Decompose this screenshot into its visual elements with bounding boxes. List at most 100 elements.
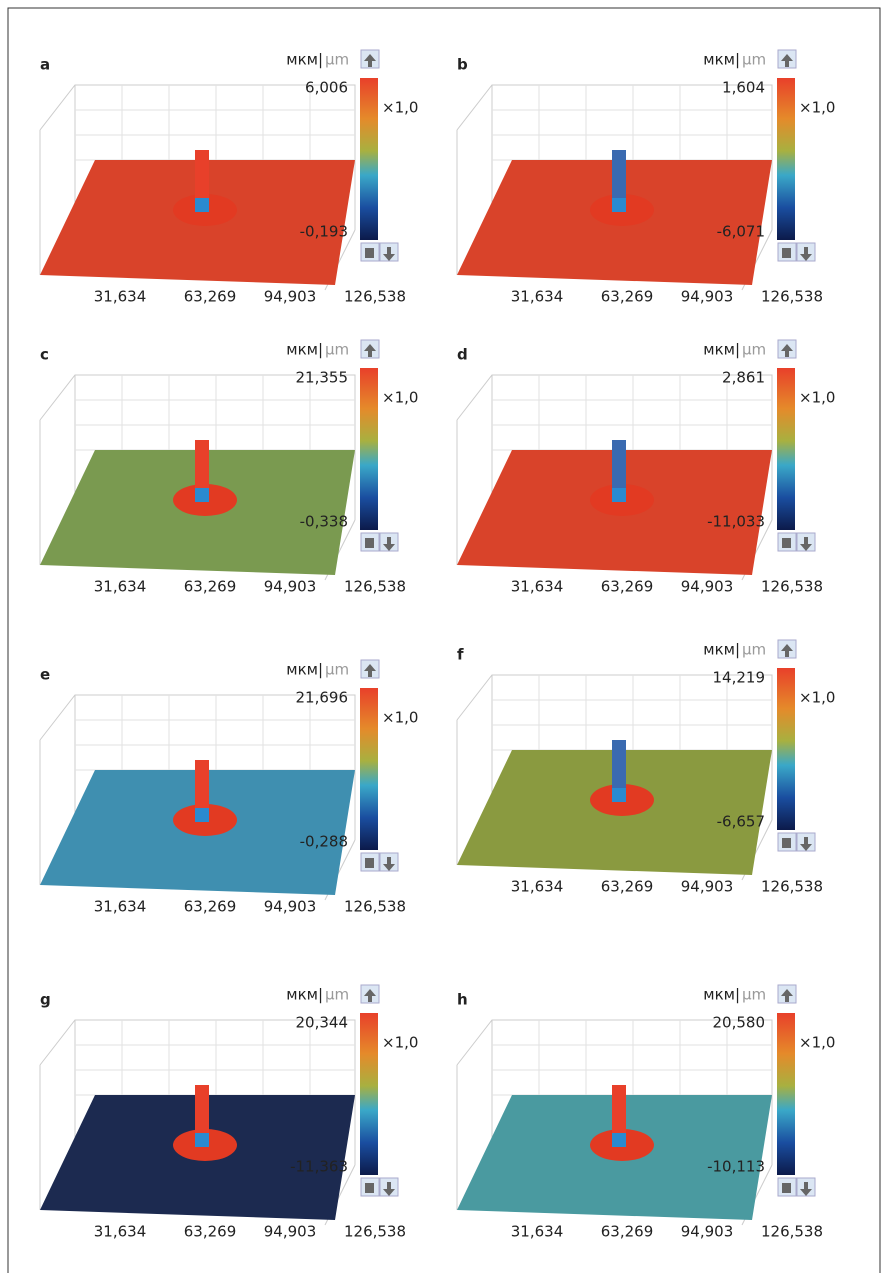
x-tick-label: 94,903 bbox=[681, 878, 734, 896]
unit-en: µm bbox=[325, 986, 349, 1004]
peak-base bbox=[612, 1133, 626, 1147]
max-value: 20,580 bbox=[713, 1014, 766, 1032]
panel-label: b bbox=[457, 56, 468, 74]
scale: ×1,0 bbox=[799, 689, 835, 707]
scale: ×1,0 bbox=[799, 389, 835, 407]
panel-label: d bbox=[457, 346, 468, 364]
peak-base bbox=[195, 1133, 209, 1147]
x-tick-label: 126,538 bbox=[761, 878, 823, 896]
peak-base bbox=[612, 198, 626, 212]
panel-label: f bbox=[457, 646, 464, 664]
min-value: -0,338 bbox=[300, 513, 348, 531]
color-bar bbox=[777, 668, 795, 830]
x-tick-label: 31,634 bbox=[94, 578, 147, 596]
unit-en: µm bbox=[742, 51, 766, 69]
color-bar bbox=[360, 78, 378, 240]
unit-ru: мкм| bbox=[703, 641, 740, 659]
max-value: 21,355 bbox=[296, 369, 349, 387]
page: {"panels": [ {"label": "a", "unit_ru": "… bbox=[0, 0, 889, 1273]
figure: aмкм|µm6,006-0,193×1,031,63463,26994,903… bbox=[0, 0, 889, 1273]
x-tick-label: 31,634 bbox=[511, 878, 564, 896]
min-value: -10,113 bbox=[707, 1158, 765, 1176]
x-tick-label: 63,269 bbox=[184, 898, 237, 916]
unit-en: µm bbox=[742, 341, 766, 359]
unit-en: µm bbox=[325, 341, 349, 359]
unit-ru: мкм| bbox=[286, 986, 323, 1004]
color-bar bbox=[777, 78, 795, 240]
max-value: 21,696 bbox=[296, 689, 349, 707]
scale: ×1,0 bbox=[382, 389, 418, 407]
unit-en: µm bbox=[742, 641, 766, 659]
icon bbox=[365, 248, 374, 258]
icon bbox=[365, 538, 374, 548]
unit-en: µm bbox=[325, 661, 349, 679]
x-tick-label: 63,269 bbox=[184, 288, 237, 306]
x-tick-label: 31,634 bbox=[511, 578, 564, 596]
unit-ru: мкм| bbox=[286, 51, 323, 69]
x-tick-label: 31,634 bbox=[511, 1223, 564, 1241]
panel-label: e bbox=[40, 666, 50, 684]
max-value: 14,219 bbox=[713, 669, 766, 687]
unit-en: µm bbox=[325, 51, 349, 69]
scale: ×1,0 bbox=[799, 1034, 835, 1052]
panel-label: h bbox=[457, 991, 468, 1009]
x-tick-label: 94,903 bbox=[264, 288, 317, 306]
color-bar bbox=[777, 1013, 795, 1175]
x-tick-label: 94,903 bbox=[681, 288, 734, 306]
icon bbox=[782, 538, 791, 548]
x-tick-label: 63,269 bbox=[601, 878, 654, 896]
x-tick-label: 63,269 bbox=[601, 1223, 654, 1241]
peak-base bbox=[612, 488, 626, 502]
min-value: -11,363 bbox=[290, 1158, 348, 1176]
x-tick-label: 94,903 bbox=[681, 1223, 734, 1241]
x-tick-label: 63,269 bbox=[184, 1223, 237, 1241]
x-tick-label: 126,538 bbox=[344, 898, 406, 916]
max-value: 2,861 bbox=[722, 369, 765, 387]
x-tick-label: 94,903 bbox=[264, 578, 317, 596]
x-tick-label: 94,903 bbox=[681, 578, 734, 596]
scale: ×1,0 bbox=[382, 1034, 418, 1052]
x-tick-label: 126,538 bbox=[344, 578, 406, 596]
peak-base bbox=[195, 488, 209, 502]
color-bar bbox=[360, 1013, 378, 1175]
min-value: -11,033 bbox=[707, 513, 765, 531]
min-value: -0,193 bbox=[300, 223, 348, 241]
color-bar bbox=[777, 368, 795, 530]
unit-ru: мкм| bbox=[703, 986, 740, 1004]
icon bbox=[782, 1183, 791, 1193]
x-tick-label: 31,634 bbox=[511, 288, 564, 306]
unit-ru: мкм| bbox=[703, 341, 740, 359]
x-tick-label: 126,538 bbox=[344, 288, 406, 306]
icon bbox=[365, 858, 374, 868]
unit-ru: мкм| bbox=[703, 51, 740, 69]
x-tick-label: 126,538 bbox=[761, 1223, 823, 1241]
color-bar bbox=[360, 688, 378, 850]
x-tick-label: 63,269 bbox=[601, 578, 654, 596]
x-tick-label: 126,538 bbox=[761, 288, 823, 306]
unit-en: µm bbox=[742, 986, 766, 1004]
max-value: 20,344 bbox=[296, 1014, 349, 1032]
panel-label: g bbox=[40, 991, 51, 1009]
x-tick-label: 31,634 bbox=[94, 1223, 147, 1241]
unit-ru: мкм| bbox=[286, 661, 323, 679]
panel: d мкм|µm 2,861 -11,033 ×1,0 31,634 63,269 94,90… bbox=[457, 340, 835, 596]
scale: ×1,0 bbox=[382, 99, 418, 117]
x-tick-label: 31,634 bbox=[94, 898, 147, 916]
x-tick-label: 94,903 bbox=[264, 1223, 317, 1241]
x-tick-label: 31,634 bbox=[94, 288, 147, 306]
x-tick-label: 94,903 bbox=[264, 898, 317, 916]
scale: ×1,0 bbox=[382, 709, 418, 727]
icon bbox=[782, 838, 791, 848]
panel: h мкм|µm 20,580 -10,113 ×1,0 31,634 63,269 94,9… bbox=[457, 985, 835, 1241]
peak-base bbox=[612, 788, 626, 802]
panel-label: a bbox=[40, 56, 50, 74]
x-tick-label: 63,269 bbox=[184, 578, 237, 596]
max-value: 1,604 bbox=[722, 79, 765, 97]
color-bar bbox=[360, 368, 378, 530]
icon bbox=[365, 1183, 374, 1193]
